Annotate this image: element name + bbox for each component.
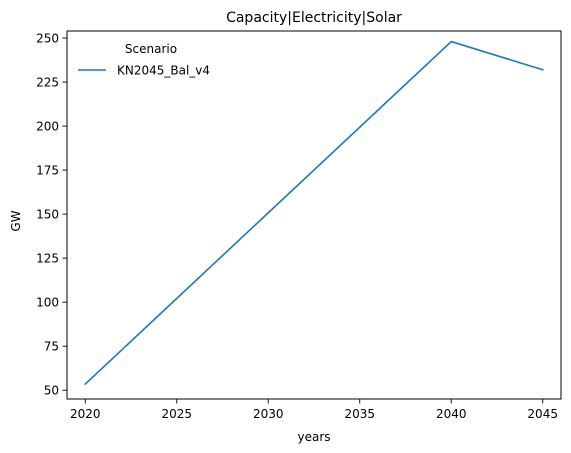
y-tick-label: 75 [44,339,59,353]
x-tick-label: 2030 [253,407,284,421]
y-tick-label: 250 [36,31,59,45]
x-tick-label: 2020 [70,407,101,421]
chart-title: Capacity|Electricity|Solar [226,10,402,26]
legend-label-kn2045-bal-v4: KN2045_Bal_v4 [117,64,210,78]
y-tick-label: 225 [36,75,59,89]
y-tick-label: 175 [36,163,59,177]
series-layer [84,40,544,386]
y-tick-label: 150 [36,207,59,221]
y-axis-label: GW [9,210,23,231]
series-line-kn2045-bal-v4 [84,40,544,386]
legend: Scenario KN2045_Bal_v4 [78,42,210,78]
axes-frame [66,30,562,400]
y-tick-label: 50 [44,383,59,397]
legend-title: Scenario [125,42,177,56]
x-tick-label: 2035 [344,407,375,421]
x-tick-label: 2025 [162,407,193,421]
y-axis: 50 75 100 125 150 175 200 225 250 [36,31,67,397]
x-tick-label: 2045 [527,407,558,421]
y-tick-label: 125 [36,251,59,265]
plot-area [66,30,562,400]
x-tick-label: 2040 [436,407,467,421]
x-axis-label: years [297,430,330,444]
y-tick-label: 100 [36,295,59,309]
x-axis: 2020 2025 2030 2035 2040 2045 [70,399,558,421]
y-tick-label: 200 [36,119,59,133]
